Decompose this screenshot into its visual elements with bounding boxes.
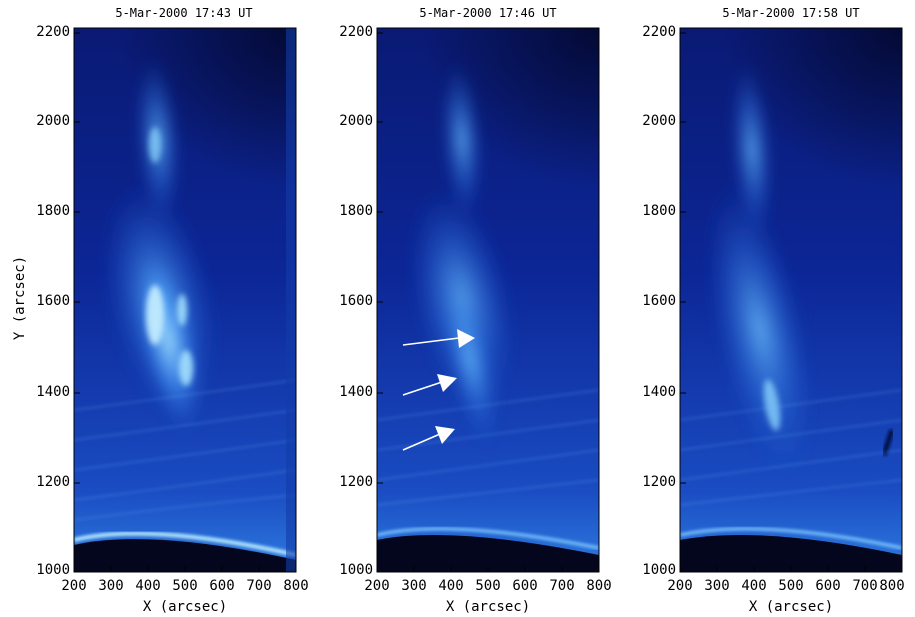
x-tick-300: 300: [704, 578, 730, 594]
x-tick-300: 300: [98, 578, 124, 594]
panel-1-title: 5-Mar-2000 17:43 UT: [115, 6, 253, 20]
y-tick-1000: 1000: [339, 562, 373, 578]
arrow-3-head: [435, 426, 455, 444]
y-tick-2000: 2000: [642, 113, 676, 129]
x-tick-300: 300: [401, 578, 427, 594]
tick-marks: [73, 32, 903, 572]
y-tick-1800: 1800: [642, 203, 676, 219]
arrow-2: [402, 381, 443, 396]
y-tick-2000: 2000: [36, 113, 70, 129]
arrow-3: [402, 433, 441, 451]
x-tick-800: 800: [879, 578, 905, 594]
panel-2-title: 5-Mar-2000 17:46 UT: [419, 6, 557, 20]
y-tick-2200: 2200: [36, 24, 70, 40]
x-tick-500: 500: [475, 578, 501, 594]
x-tick-800: 800: [586, 578, 612, 594]
panel-2-image: [377, 28, 599, 572]
arrow-1-head: [457, 329, 475, 348]
y-tick-2000: 2000: [339, 113, 373, 129]
y-tick-1400: 1400: [339, 384, 373, 400]
x-tick-500: 500: [778, 578, 804, 594]
x-tick-800: 800: [283, 578, 309, 594]
x-tick-200: 200: [364, 578, 390, 594]
x-tick-700: 700: [549, 578, 575, 594]
y-tick-1000: 1000: [36, 562, 70, 578]
x-tick-400: 400: [741, 578, 767, 594]
panel-3-title: 5-Mar-2000 17:58 UT: [722, 6, 860, 20]
y-tick-1400: 1400: [642, 384, 676, 400]
arrow-1: [402, 337, 460, 346]
x-tick-400: 400: [135, 578, 161, 594]
x-tick-700: 700: [246, 578, 272, 594]
x-tick-700: 700: [852, 578, 878, 594]
panel-3-image: [680, 28, 902, 572]
panel-1-x-axis-label: X (arcsec): [142, 599, 228, 615]
panel-1-image: [74, 28, 296, 572]
y-tick-1800: 1800: [339, 203, 373, 219]
arrow-2-head: [437, 374, 457, 392]
x-tick-600: 600: [512, 578, 538, 594]
panel-3-x-axis-label: X (arcsec): [748, 599, 834, 615]
y-tick-1200: 1200: [36, 474, 70, 490]
x-tick-600: 600: [815, 578, 841, 594]
y-tick-1600: 1600: [642, 293, 676, 309]
y-tick-1600: 1600: [36, 293, 70, 309]
x-tick-200: 200: [667, 578, 693, 594]
y-tick-2200: 2200: [339, 24, 373, 40]
y-tick-1400: 1400: [36, 384, 70, 400]
y-tick-1800: 1800: [36, 203, 70, 219]
x-tick-500: 500: [172, 578, 198, 594]
x-tick-400: 400: [438, 578, 464, 594]
y-tick-1000: 1000: [642, 562, 676, 578]
x-tick-600: 600: [209, 578, 235, 594]
panel-2-x-axis-label: X (arcsec): [445, 599, 531, 615]
y-tick-2200: 2200: [642, 24, 676, 40]
y-tick-1200: 1200: [339, 474, 373, 490]
y-tick-1600: 1600: [339, 293, 373, 309]
y-tick-1200: 1200: [642, 474, 676, 490]
x-tick-200: 200: [61, 578, 87, 594]
